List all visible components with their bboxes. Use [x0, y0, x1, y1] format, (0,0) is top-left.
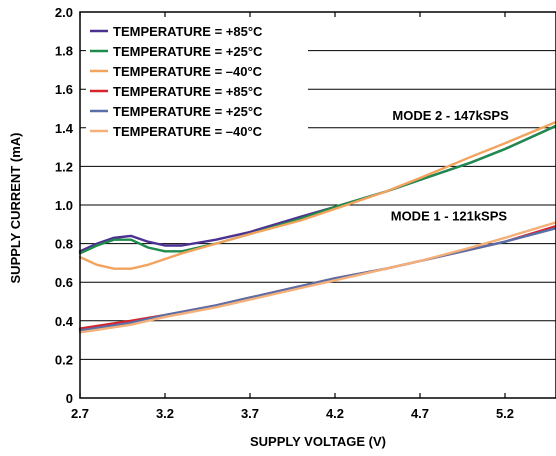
legend-box [86, 19, 308, 143]
legend-label: TEMPERATURE = –40°C [113, 124, 263, 139]
series-lines [78, 120, 556, 334]
y-tick-label: 0.2 [55, 352, 73, 367]
y-tick-label: 1.2 [55, 159, 73, 174]
y-axis-title: SUPPLY CURRENT (mA) [8, 133, 23, 284]
legend: TEMPERATURE = +85°C TEMPERATURE = +25°C TE… [86, 19, 308, 143]
y-tick-label: 0.8 [55, 237, 73, 252]
legend-label: TEMPERATURE = +25°C [113, 44, 263, 59]
x-tick-label: 3.2 [156, 406, 174, 421]
series-group-annotation: MODE 1 - 121kSPS [391, 208, 508, 223]
y-tick-label: 1.8 [55, 44, 73, 59]
x-tick-label: 2.7 [71, 406, 89, 421]
x-tick-label: 5.2 [496, 406, 514, 421]
series-line-6 [78, 221, 556, 334]
legend-label: TEMPERATURE = +85°C [113, 24, 263, 39]
x-axis-title: SUPPLY VOLTAGE (V) [250, 434, 386, 449]
series-line-3 [78, 120, 556, 270]
plot-frame [79, 11, 556, 399]
x-tick-label: 4.2 [326, 406, 344, 421]
annotations: MODE 2 - 147kSPS MODE 1 - 121kSPS [391, 108, 509, 223]
y-tick-label: 2.0 [55, 5, 73, 20]
series-line-5 [78, 227, 556, 332]
series-line-1 [78, 124, 556, 253]
y-tick-label: 0.6 [55, 275, 73, 290]
y-tick-label: 1.0 [55, 198, 73, 213]
x-tick-label: 3.7 [241, 406, 259, 421]
axis-ticks: 0 0.2 0.4 0.6 0.8 1.0 1.2 1.4 1.6 1.8 2.0 2.7 3.2 3.7… [55, 5, 514, 421]
y-tick-label: 1.6 [55, 82, 73, 97]
legend-label: TEMPERATURE = –40°C [113, 64, 263, 79]
y-tick-label: 0 [66, 391, 73, 406]
y-tick-label: 0.4 [55, 314, 74, 329]
series-line-2 [78, 124, 556, 255]
y-tick-label: 1.4 [55, 121, 74, 136]
legend-label: TEMPERATURE = +85°C [113, 84, 263, 99]
legend-label: TEMPERATURE = +25°C [113, 104, 263, 119]
x-tick-label: 4.7 [411, 406, 429, 421]
series-group-annotation: MODE 2 - 147kSPS [392, 108, 509, 123]
